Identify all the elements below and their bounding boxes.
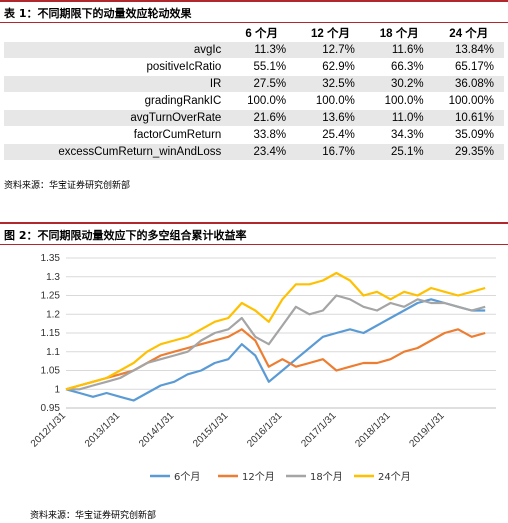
y-tick-label: 1.1 (46, 347, 60, 358)
table-cell: 62.9% (322, 61, 355, 73)
legend-label: 12个月 (242, 471, 275, 483)
x-tick-label: 2012/1/31 (29, 410, 69, 450)
y-tick-label: 1.25 (41, 291, 61, 302)
chart2-source: 资料来源：华宝证券研究创新部 (30, 511, 157, 521)
y-tick-label: 1.05 (41, 366, 61, 377)
x-tick-label: 2018/1/31 (353, 410, 393, 450)
table1-header-row: 6 个月 12 个月 18 个月 24 个月 (4, 25, 504, 41)
table-cell: 13.6% (296, 110, 365, 126)
table-cell: 36.08% (433, 76, 504, 92)
table-row: factorCumReturn 33.8% 25.4% 34.3% 35.09% (4, 127, 504, 143)
legend-label: 24个月 (378, 471, 411, 483)
chart2-title-bar: 图 2：不同期限动量效应下的多空组合累计收益率 (0, 222, 508, 245)
y-tick-label: 1.3 (46, 272, 60, 283)
table-row: excessCumReturn_winAndLoss 23.4% 16.7% 2… (4, 144, 504, 160)
table-cell: 35.09% (454, 129, 494, 141)
cumulative-return-line-chart: 0.95 1 1.05 1.1 1.15 1.2 1.25 1.3 1.35 2012/1/31 2… (29, 253, 496, 483)
table-row: avgTurnOverRate 21.6% 13.6% 11.0% 10.61% (4, 110, 504, 126)
series-line (66, 294, 486, 391)
table-cell: 21.6% (227, 110, 297, 126)
row-label: avgIc (4, 42, 228, 58)
x-tick-label: 2014/1/31 (137, 410, 177, 450)
table-cell: 11.0% (364, 110, 434, 126)
table-cell: 12.7% (296, 42, 365, 58)
row-label: excessCumReturn_winAndLoss (4, 144, 228, 160)
table-cell: 29.35% (433, 144, 504, 160)
y-tick-label: 0.95 (41, 403, 61, 414)
table1: 6 个月 12 个月 18 个月 24 个月 avgIc 11.3% 12.7%… (4, 24, 504, 161)
x-tick-label: 2016/1/31 (245, 410, 285, 450)
table-cell: 65.17% (454, 61, 494, 73)
table-cell: 10.61% (433, 110, 504, 126)
table-cell: 55.1% (253, 61, 287, 73)
table-cell: 11.6% (364, 42, 434, 58)
legend-label: 6个月 (174, 471, 200, 483)
table-cell: 25.1% (364, 144, 434, 160)
table-cell: 11.3% (227, 42, 297, 58)
x-tick-label: 2013/1/31 (83, 410, 123, 450)
series-line (65, 298, 486, 402)
table-cell: 13.84% (433, 42, 504, 58)
row-label: factorCumReturn (133, 129, 222, 141)
table-cell: 34.3% (391, 129, 424, 141)
table1-header-cell: 12 个月 (310, 28, 350, 40)
y-tick-label: 1.35 (41, 253, 61, 264)
table-cell: 100.0% (247, 95, 287, 107)
x-tick-label: 2019/1/31 (407, 410, 447, 450)
y-tick-label: 1 (54, 384, 60, 395)
y-tick-label: 1.15 (41, 328, 61, 339)
table-cell: 30.2% (364, 76, 434, 92)
table-row: gradingRankIC 100.0% 100.0% 100.0% 100.0… (4, 93, 504, 109)
table1-title-bar: 表 1：不同期限下的动量效应轮动效果 (0, 0, 508, 23)
y-tick-label: 1.2 (46, 309, 60, 320)
table-row: positiveIcRatio 55.1% 62.9% 66.3% 65.17% (4, 59, 504, 75)
table1-source: 资料来源：华宝证券研究创新部 (4, 181, 131, 191)
table-cell: 100.00% (448, 95, 494, 107)
table-cell: 32.5% (296, 76, 365, 92)
row-label: IR (4, 76, 228, 92)
table1-header-cell: 18 个月 (379, 28, 419, 40)
table-cell: 100.0% (384, 95, 424, 107)
series-line (65, 271, 486, 391)
table-cell: 25.4% (322, 129, 355, 141)
table-cell: 16.7% (296, 144, 365, 160)
table-cell: 27.5% (227, 76, 297, 92)
table-row: avgIc 11.3% 12.7% 11.6% 13.84% (4, 42, 504, 58)
table1-header-cell: 6 个月 (245, 28, 278, 40)
table1-title: 表 1：不同期限下的动量效应轮动效果 (4, 7, 192, 20)
x-tick-label: 2017/1/31 (299, 410, 339, 450)
table-row: IR 27.5% 32.5% 30.2% 36.08% (4, 76, 504, 92)
row-label: positiveIcRatio (146, 61, 222, 73)
table-cell: 66.3% (391, 61, 424, 73)
table1-header-empty (4, 25, 227, 41)
legend-label: 18个月 (310, 471, 343, 483)
table1-header-cell: 24 个月 (449, 28, 489, 40)
x-tick-label: 2015/1/31 (191, 410, 231, 450)
table-cell: 33.8% (253, 129, 287, 141)
row-label: avgTurnOverRate (4, 110, 228, 126)
row-label: gradingRankIC (144, 95, 222, 107)
table-cell: 100.0% (315, 95, 355, 107)
series-line (65, 328, 486, 391)
chart2-title: 图 2：不同期限动量效应下的多空组合累计收益率 (4, 229, 247, 242)
table-cell: 23.4% (227, 144, 297, 160)
